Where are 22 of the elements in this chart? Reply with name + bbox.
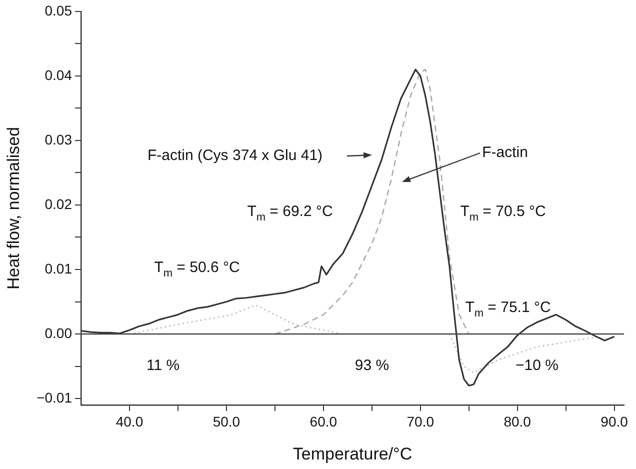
annotation: F-actin <box>482 144 528 162</box>
annotation: 11 % <box>146 357 180 374</box>
x-tick-label: 50.0 <box>212 413 240 430</box>
annotation: F-actin (Cys 374 x Glu 41) <box>147 147 323 164</box>
y-tick-label: 0.05 <box>44 2 72 18</box>
y-tick-label: 0.02 <box>44 196 72 212</box>
y-tick-label: −0.01 <box>36 389 72 406</box>
y-tick-label: 0.01 <box>44 260 72 276</box>
x-tick-label: 40.0 <box>116 413 144 430</box>
x-tick-label: 70.0 <box>406 413 434 430</box>
line-series <box>448 333 596 374</box>
y-axis-title: Heat flow, normalised <box>4 126 23 290</box>
x-tick-label: 80.0 <box>504 413 532 430</box>
line-series <box>128 304 344 335</box>
y-tick-label: 0.00 <box>44 324 72 341</box>
y-tick-label: 0.03 <box>44 131 72 148</box>
annotation: −10 % <box>516 357 558 374</box>
x-tick-label: 90.0 <box>600 413 628 430</box>
x-tick-label: 60.0 <box>310 413 338 430</box>
annotation: 93 % <box>354 357 390 374</box>
y-tick-label: 0.04 <box>44 66 72 83</box>
x-axis-title: Temperature/°C <box>292 444 412 464</box>
